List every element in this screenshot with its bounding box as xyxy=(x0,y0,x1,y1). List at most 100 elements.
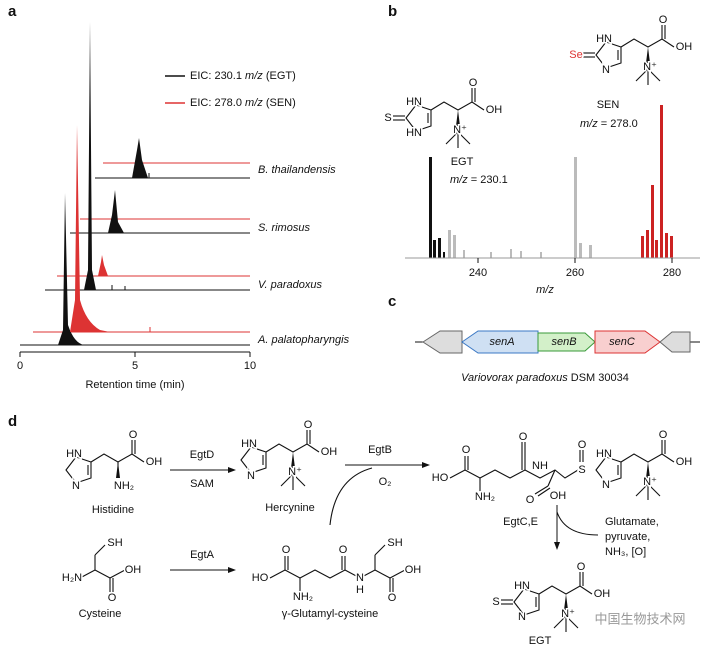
label: HN xyxy=(406,96,422,108)
shape-rect xyxy=(574,157,577,258)
label: N⁺ xyxy=(453,124,467,136)
glutamyl-cysteine: O HO NH₂ O N H SH O OH xyxy=(250,535,423,605)
label: Hercynine xyxy=(265,502,315,514)
shape-path xyxy=(70,125,110,332)
label: O xyxy=(659,14,668,26)
label: O xyxy=(304,419,313,431)
shape-rect xyxy=(433,240,436,258)
label: EGT xyxy=(451,156,474,168)
label: EgtD xyxy=(190,449,215,461)
label: O xyxy=(129,429,138,441)
label: N xyxy=(602,64,610,76)
label: SAM xyxy=(190,478,214,490)
shape-rect xyxy=(651,185,654,258)
shape-polygon xyxy=(554,542,560,550)
label: HN xyxy=(66,448,82,460)
label: = 230.1 xyxy=(468,174,508,186)
label: EIC: 230.1 xyxy=(190,70,245,82)
label: m/z xyxy=(536,284,554,296)
label: O xyxy=(526,494,535,506)
label: OH xyxy=(125,564,142,576)
label: γ-Glutamyl-cysteine xyxy=(282,608,379,620)
shape-polygon xyxy=(537,332,596,352)
shape-line xyxy=(547,469,556,487)
shape-path xyxy=(98,255,108,276)
label: O xyxy=(578,439,587,451)
label: m/z xyxy=(580,118,598,130)
label: OH xyxy=(676,456,693,468)
shape-use xyxy=(538,571,593,611)
label: d xyxy=(8,413,17,430)
shape-rect xyxy=(438,238,441,258)
egt-structure: S HN HN O OH N⁺ xyxy=(383,75,504,149)
label: H xyxy=(356,584,364,596)
hercynine: HN N O OH N⁺ xyxy=(240,417,339,491)
shape-rect xyxy=(510,249,512,258)
label: H₂N xyxy=(62,572,82,584)
label: Se xyxy=(569,49,582,61)
shape-rect xyxy=(429,157,432,258)
chromatogram xyxy=(20,22,250,346)
label: 5 xyxy=(132,360,138,372)
shape-line xyxy=(537,487,551,497)
label: 280 xyxy=(663,267,681,279)
label: S. rimosus xyxy=(258,222,310,234)
shape-rect xyxy=(641,236,644,258)
label: EgtC,E xyxy=(503,516,538,528)
histidine: HN N O OH NH₂ xyxy=(65,427,164,493)
label: HN xyxy=(241,438,257,450)
shape-rect xyxy=(646,230,649,258)
label: Cysteine xyxy=(79,608,122,620)
label: OH xyxy=(405,564,422,576)
label: 0 xyxy=(17,360,23,372)
shape-line xyxy=(94,544,106,556)
label: HN xyxy=(596,33,612,45)
label: = 278.0 xyxy=(598,118,638,130)
shape-text: m/z = 278.0 xyxy=(580,118,638,130)
label: O xyxy=(659,429,668,441)
shape-path xyxy=(329,467,373,526)
shape-rect xyxy=(579,243,582,258)
label: N xyxy=(518,611,526,623)
shape-use xyxy=(430,87,485,127)
shape-path xyxy=(556,511,599,536)
label: N xyxy=(247,470,255,482)
label: pyruvate, xyxy=(605,531,650,543)
label: EIC: 278.0 xyxy=(190,97,245,109)
label: SH xyxy=(387,537,402,549)
mass-spectrum xyxy=(429,105,673,258)
shape-path xyxy=(132,138,148,178)
egt-product: S HN N O OH N⁺ xyxy=(491,559,612,633)
label: senB xyxy=(551,336,576,348)
shape-rect xyxy=(453,235,456,258)
label: EGT xyxy=(529,635,552,647)
label: V. paradoxus xyxy=(258,279,323,291)
label: OH xyxy=(321,446,338,458)
shape-rect xyxy=(655,240,658,258)
shape-polygon xyxy=(228,467,236,473)
label: NH₂ xyxy=(293,591,313,603)
label: N⁺ xyxy=(643,476,657,488)
label: N⁺ xyxy=(561,608,575,620)
label: OH xyxy=(594,588,611,600)
shape-line xyxy=(374,544,386,556)
shape-polyline xyxy=(79,569,126,579)
label: OH xyxy=(486,104,503,116)
shape-polygon xyxy=(594,330,661,354)
label: m/z xyxy=(450,174,468,186)
sen-structure: Se HN N O OH N⁺ xyxy=(568,12,694,86)
label: HN xyxy=(406,127,422,139)
shape-path xyxy=(58,193,84,345)
shape-text: m/z = 230.1 xyxy=(450,174,508,186)
label: O₂ xyxy=(379,476,392,488)
label: O xyxy=(519,431,528,443)
label: OH xyxy=(676,41,693,53)
label: N xyxy=(356,572,364,584)
label: Histidine xyxy=(92,504,134,516)
label: m/z xyxy=(245,70,263,82)
shape-rect xyxy=(463,250,465,258)
shape-rect xyxy=(520,251,522,258)
shape-text: EIC: 230.1 m/z (EGT) xyxy=(190,70,296,82)
label: S xyxy=(578,464,585,476)
